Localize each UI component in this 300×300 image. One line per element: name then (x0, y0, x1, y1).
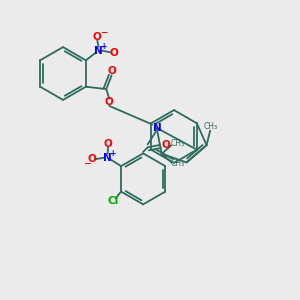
Text: CH₃: CH₃ (171, 139, 185, 148)
Text: O: O (93, 32, 102, 42)
Text: Cl: Cl (107, 196, 118, 206)
Text: O: O (104, 139, 112, 149)
Text: N: N (153, 123, 162, 133)
Text: O: O (107, 66, 116, 76)
Text: N: N (94, 46, 103, 56)
Text: +: + (101, 42, 107, 51)
Text: +: + (110, 149, 116, 158)
Text: −: − (100, 28, 108, 37)
Text: O: O (88, 154, 96, 164)
Text: O: O (110, 47, 118, 58)
Text: O: O (105, 97, 114, 107)
Text: N: N (103, 153, 112, 163)
Text: O: O (162, 140, 171, 150)
Text: CH₃: CH₃ (204, 122, 218, 131)
Text: −: − (83, 159, 90, 168)
Text: CH₃: CH₃ (171, 160, 185, 169)
